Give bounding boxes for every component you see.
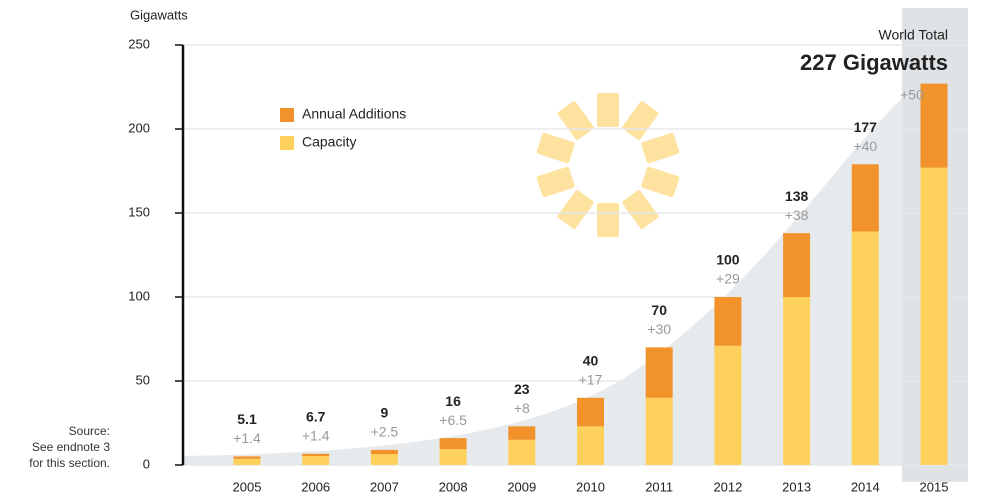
bar-segment [577,426,604,465]
bar-segment [920,83,948,168]
addition-label: +1.4 [302,427,330,443]
addition-label: +50 [900,86,924,102]
y-tick-label: 0 [143,456,150,471]
addition-label: +8 [514,400,530,416]
addition-label: +17 [579,372,603,388]
total-label: 9 [381,405,389,421]
x-tick-label: 2006 [301,479,330,494]
bar-segment [439,449,467,465]
addition-label: +2.5 [371,424,399,440]
sun-icon [536,93,680,237]
x-tick-label: 2013 [782,479,811,494]
legend-label: Annual Additions [302,106,406,122]
world-total: 227 Gigawatts [800,50,948,75]
x-tick-label: 2011 [645,479,673,494]
addition-label: +1.4 [233,430,261,446]
x-tick-label: 2008 [439,479,468,494]
addition-label: +40 [853,138,877,154]
source-line: for this section. [29,456,110,470]
x-tick-label: 2005 [233,479,262,494]
y-tick-label: 100 [128,288,150,303]
addition-label: +29 [716,271,740,287]
y-tick-label: 250 [128,36,150,51]
x-tick-label: 2012 [713,479,742,494]
legend-label: Capacity [302,134,356,150]
bar-segment [370,449,398,455]
bar-segment [783,297,811,465]
total-label: 16 [445,393,461,409]
total-label: 177 [854,119,878,135]
x-tick-label: 2014 [851,479,880,494]
addition-label: +6.5 [439,412,467,428]
y-tick-label: 50 [136,372,150,387]
bar-segment [714,345,742,465]
legend-swatch [280,136,294,150]
bar-segment [645,397,673,465]
bar-segment [370,454,398,465]
x-tick-label: 2009 [507,479,536,494]
bar-segment [508,426,536,440]
source-line: Source: [69,424,110,438]
total-label: 5.1 [237,411,257,427]
x-tick-label: 2007 [370,479,399,494]
x-tick-label: 2015 [920,479,949,494]
addition-label: +38 [785,207,809,223]
bar-segment [302,456,330,465]
total-label: 23 [514,381,530,397]
world-total-label: World Total [878,27,948,43]
y-axis-label: Gigawatts [130,7,188,22]
bar-segment [714,297,742,346]
bar-segment [920,167,948,465]
total-label: 6.7 [306,408,326,424]
bar-segment [851,164,879,232]
bar-segment [508,439,536,465]
source-line: See endnote 3 [32,440,110,454]
bar-segment [439,438,467,450]
total-label: 70 [651,302,667,318]
addition-label: +30 [647,321,671,337]
bar-segment [233,458,261,465]
bar-segment [783,233,811,297]
bar-segment [233,456,261,459]
x-tick-label: 2010 [576,479,605,494]
y-tick-label: 200 [128,120,150,135]
y-tick-label: 150 [128,204,150,219]
legend-swatch [280,108,294,122]
bar-segment [302,453,330,457]
bar-segment [851,231,879,465]
total-label: 40 [583,353,599,369]
total-label: 100 [716,252,740,268]
bar-segment [645,347,673,398]
total-label: 138 [785,188,809,204]
bar-segment [577,397,604,427]
